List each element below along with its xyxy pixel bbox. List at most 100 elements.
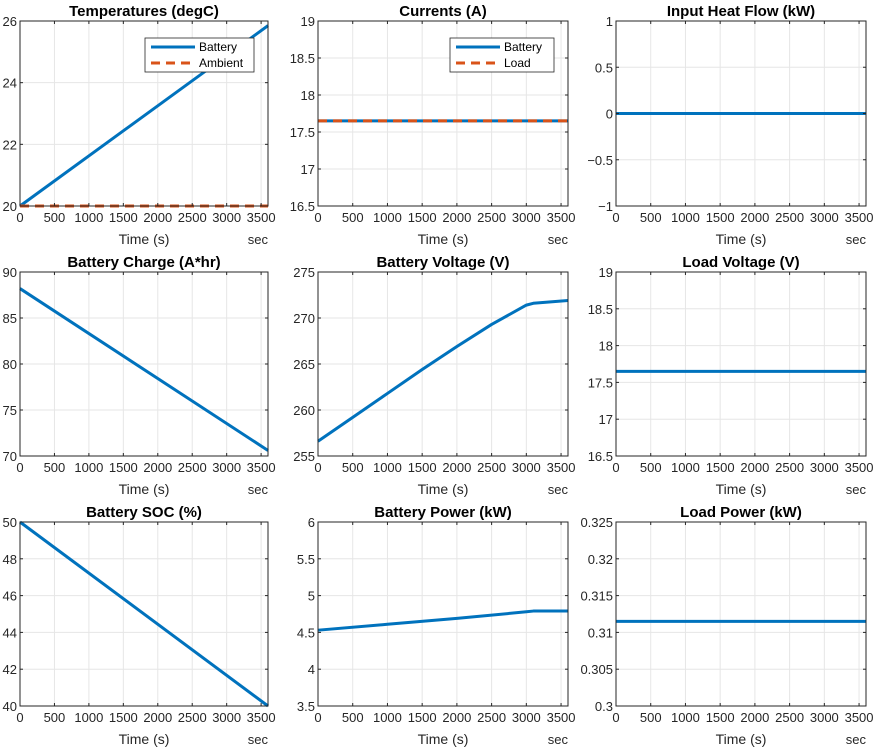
y-tick-label: 4.5	[297, 625, 315, 640]
x-unit-label: sec	[846, 482, 867, 497]
x-tick-label: 2500	[775, 710, 804, 725]
y-tick-label: 90	[3, 265, 17, 280]
series-line-1	[19, 520, 269, 708]
plot-area	[318, 522, 568, 706]
x-tick-label: 500	[342, 710, 364, 725]
y-tick-label: 4	[308, 662, 315, 677]
plot-title: Battery SOC (%)	[86, 504, 202, 521]
y-tick-label: −0.5	[587, 153, 613, 168]
y-tick-label: 17.5	[588, 375, 613, 390]
x-tick-label: 3500	[247, 210, 276, 225]
y-tick-label: 275	[293, 265, 315, 280]
y-tick-label: 70	[3, 449, 17, 464]
subplot-9: 0 500 1000 1500 2000 2500 3000 3500 0.3 0.305 0.31…	[580, 504, 873, 747]
plot-title: Battery Charge (A*hr)	[67, 254, 220, 271]
axes-box	[317, 521, 569, 707]
legend-label: Load	[504, 56, 531, 70]
y-tick-label: 18	[301, 88, 315, 103]
y-tick-label: 20	[3, 199, 17, 214]
y-tick-label: 0.3	[595, 699, 613, 714]
y-tick-label: 48	[3, 552, 17, 567]
subplot-5: 0 500 1000 1500 2000 2500 3000 3500 255 260 265 270…	[293, 254, 575, 497]
x-tick-label: 2500	[178, 710, 207, 725]
y-tick-label: 42	[3, 662, 17, 677]
x-tick-label: 1500	[408, 210, 437, 225]
x-tick-label: 1000	[373, 460, 402, 475]
plot-title: Input Heat Flow (kW)	[667, 3, 815, 20]
plot-title: Currents (A)	[399, 3, 487, 20]
x-tick-label: 2500	[775, 210, 804, 225]
x-tick-label: 1500	[408, 710, 437, 725]
y-tick-label: 0.325	[580, 515, 613, 530]
x-tick-label: 1000	[671, 710, 700, 725]
x-unit-label: sec	[846, 732, 867, 747]
x-tick-label: 2500	[477, 210, 506, 225]
x-tick-label: 500	[342, 460, 364, 475]
x-tick-label: 2000	[143, 710, 172, 725]
x-tick-label: 1000	[373, 210, 402, 225]
plot-title: Temperatures (degC)	[69, 3, 219, 20]
y-tick-label: −1	[598, 199, 613, 214]
x-tick-label: 3500	[547, 460, 576, 475]
legend-box	[144, 37, 255, 73]
x-tick-label: 1500	[706, 710, 735, 725]
y-tick-label: 260	[293, 403, 315, 418]
y-tick-label: 1	[606, 14, 613, 29]
y-tick-label: 75	[3, 403, 17, 418]
x-tick-label: 0	[16, 210, 23, 225]
series-line-1	[317, 299, 569, 443]
x-tick-label: 2500	[178, 460, 207, 475]
y-tick-label: 46	[3, 589, 17, 604]
x-unit-label: sec	[248, 232, 269, 247]
x-tick-label: 0	[612, 460, 619, 475]
x-tick-label: 3000	[512, 210, 541, 225]
x-tick-label: 1500	[408, 460, 437, 475]
y-tick-label: 18.5	[588, 302, 613, 317]
subplot-4: 0 500 1000 1500 2000 2500 3000 3500 70 75 80 85 90 Ba…	[3, 254, 276, 497]
x-tick-label: 3000	[810, 710, 839, 725]
x-tick-label: 3500	[547, 210, 576, 225]
x-unit-label: sec	[548, 232, 569, 247]
y-tick-label: 80	[3, 357, 17, 372]
x-tick-label: 500	[640, 210, 662, 225]
x-axis-label: Time (s)	[716, 231, 767, 247]
legend-label: Battery	[504, 40, 542, 54]
x-tick-label: 3500	[547, 710, 576, 725]
x-tick-label: 3000	[212, 710, 241, 725]
x-tick-label: 3500	[845, 210, 874, 225]
x-tick-label: 0	[612, 710, 619, 725]
x-axis-label: Time (s)	[119, 231, 170, 247]
x-axis-label: Time (s)	[418, 481, 469, 497]
legend-label: Ambient	[199, 56, 244, 70]
plot-area	[616, 272, 866, 456]
x-tick-label: 3500	[247, 710, 276, 725]
y-tick-label: 19	[301, 14, 315, 29]
subplot-8: 0 500 1000 1500 2000 2500 3000 3500 3.5 4 4.5 5 5.5 6…	[297, 504, 576, 747]
plot-title: Load Voltage (V)	[682, 254, 799, 271]
y-tick-label: 50	[3, 515, 17, 530]
x-tick-label: 0	[314, 460, 321, 475]
legend: Battery Ambient	[144, 37, 255, 73]
x-unit-label: sec	[548, 732, 569, 747]
y-tick-label: 19	[599, 265, 613, 280]
x-tick-label: 3500	[845, 460, 874, 475]
plot-title: Load Power (kW)	[680, 504, 802, 521]
x-tick-label: 3000	[512, 710, 541, 725]
y-tick-label: 44	[3, 625, 17, 640]
plot-title: Battery Power (kW)	[374, 504, 512, 521]
x-tick-label: 2000	[740, 460, 769, 475]
x-tick-label: 1500	[109, 710, 138, 725]
y-tick-label: 3.5	[297, 699, 315, 714]
x-tick-label: 3500	[845, 710, 874, 725]
x-tick-label: 3000	[212, 210, 241, 225]
axes-box	[317, 20, 569, 207]
axes-box	[615, 521, 867, 707]
x-unit-label: sec	[248, 732, 269, 747]
x-tick-label: 500	[44, 460, 66, 475]
legend-label: Battery	[199, 40, 237, 54]
subplot-7: 0 500 1000 1500 2000 2500 3000 3500 40 42 44 46 48 50…	[3, 504, 276, 747]
y-tick-label: 0	[606, 107, 613, 122]
y-tick-label: 16.5	[290, 199, 315, 214]
x-tick-label: 1500	[706, 210, 735, 225]
